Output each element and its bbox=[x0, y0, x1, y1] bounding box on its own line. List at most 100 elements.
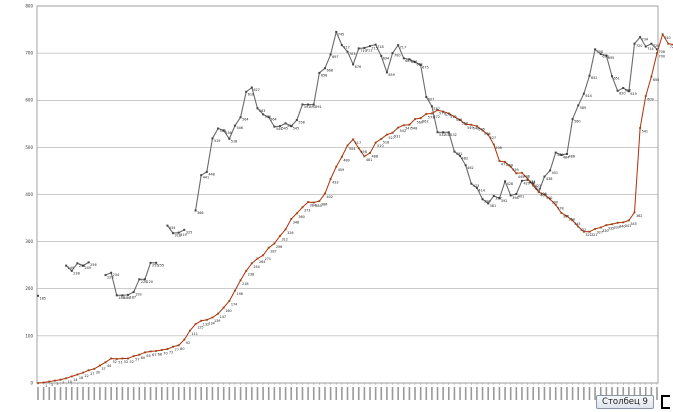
series-1-point bbox=[104, 274, 107, 277]
x-tick-label bbox=[650, 387, 653, 400]
data-label: 10 bbox=[68, 380, 72, 384]
x-tick-label bbox=[453, 387, 456, 400]
series-1-point bbox=[301, 103, 304, 106]
x-tick-label bbox=[115, 387, 118, 400]
series-1-point bbox=[149, 261, 152, 264]
y-tick-label: 100 bbox=[25, 333, 33, 338]
data-label: 510 bbox=[377, 144, 383, 148]
x-tick-label bbox=[599, 387, 602, 400]
data-label: 187 bbox=[130, 295, 136, 299]
data-label: 591 bbox=[315, 105, 321, 109]
x-tick-label bbox=[560, 387, 563, 400]
data-label: 718 bbox=[377, 45, 383, 49]
data-label: 386 bbox=[321, 203, 327, 207]
x-tick-label bbox=[138, 387, 141, 400]
data-label: 715 bbox=[372, 47, 378, 51]
x-tick-label bbox=[526, 387, 529, 400]
series-1-point bbox=[599, 53, 602, 56]
series-1-point bbox=[200, 174, 203, 177]
series-1-point bbox=[430, 105, 433, 108]
x-tick-label bbox=[211, 387, 214, 400]
data-label: 125 bbox=[197, 326, 203, 330]
x-tick-label bbox=[144, 387, 146, 400]
data-label: 681 bbox=[417, 63, 423, 67]
legend-tab[interactable]: Столбец 9 bbox=[596, 395, 654, 409]
x-tick-label bbox=[324, 387, 326, 400]
data-label: 348 bbox=[293, 221, 299, 225]
x-tick-label bbox=[127, 387, 129, 400]
x-tick-label bbox=[470, 387, 473, 400]
data-label: 423 bbox=[473, 184, 479, 188]
data-label: 361 bbox=[563, 214, 569, 218]
series-1-point bbox=[419, 63, 422, 66]
series-1-point bbox=[610, 75, 613, 78]
series-1-point bbox=[492, 194, 495, 197]
x-tick-label bbox=[59, 387, 62, 400]
series-1-point bbox=[391, 52, 394, 55]
x-tick-label bbox=[644, 387, 647, 400]
x-tick-label bbox=[431, 387, 433, 400]
data-label: 51 bbox=[118, 360, 122, 364]
series-1-point bbox=[560, 153, 563, 156]
series-1-point bbox=[363, 46, 366, 49]
data-label: 607 bbox=[428, 97, 434, 101]
data-label: 345 bbox=[574, 222, 580, 226]
legend-tab-label: Столбец 9 bbox=[602, 397, 648, 407]
series-1-point bbox=[121, 294, 124, 297]
x-tick-label bbox=[363, 387, 366, 400]
data-label: 700 bbox=[659, 55, 665, 59]
x-tick-label bbox=[318, 387, 321, 400]
data-label: 626 bbox=[625, 88, 631, 92]
data-label: 489 bbox=[557, 153, 563, 157]
data-label: 254 bbox=[79, 264, 85, 268]
series-1-point bbox=[481, 198, 484, 201]
data-label: 659 bbox=[388, 73, 394, 77]
series-1-point bbox=[278, 125, 281, 128]
x-tick-label bbox=[639, 387, 641, 400]
data-label: 720 bbox=[636, 44, 642, 48]
series-1-point bbox=[633, 42, 636, 45]
x-tick-label bbox=[509, 387, 512, 400]
x-tick-label bbox=[442, 387, 444, 400]
y-tick-label: 800 bbox=[25, 3, 33, 8]
x-tick-label bbox=[284, 387, 287, 400]
data-label: 238 bbox=[248, 272, 254, 276]
y-tick-label: 0 bbox=[30, 380, 33, 385]
data-label: 318 bbox=[175, 234, 181, 238]
x-tick-label bbox=[239, 387, 242, 400]
gridlines bbox=[37, 5, 658, 384]
data-label: 445 bbox=[518, 175, 524, 179]
x-tick-label bbox=[447, 387, 450, 400]
data-label: 238 bbox=[73, 271, 79, 275]
x-tick-label bbox=[594, 387, 596, 400]
data-label: 471 bbox=[501, 163, 507, 167]
y-tick-label: 300 bbox=[25, 239, 33, 244]
series-1-point bbox=[397, 44, 400, 47]
x-tick-label bbox=[296, 387, 298, 400]
x-tick-label bbox=[386, 387, 388, 400]
series-1-point bbox=[284, 122, 287, 125]
data-label: 325 bbox=[186, 230, 192, 234]
x-tick-label bbox=[397, 387, 399, 400]
series-1-point bbox=[459, 154, 462, 157]
series-1-point bbox=[262, 113, 265, 116]
data-label: 551 bbox=[287, 124, 293, 128]
data-label: 441 bbox=[203, 176, 209, 180]
x-tick-label bbox=[464, 387, 467, 400]
x-tick-label bbox=[301, 387, 304, 400]
data-label: 72 bbox=[169, 351, 173, 355]
data-label: 402 bbox=[326, 195, 332, 199]
series-1-point bbox=[183, 228, 186, 231]
data-label: 334 bbox=[169, 226, 175, 230]
x-tick-label bbox=[549, 387, 551, 400]
data-label: 698 bbox=[602, 55, 608, 59]
data-label: 462 bbox=[467, 166, 473, 170]
series-1-point bbox=[543, 175, 546, 178]
data-label: 689 bbox=[405, 59, 411, 63]
data-label: 340 bbox=[619, 224, 625, 228]
x-tick-label bbox=[166, 387, 169, 400]
data-label: 423 bbox=[535, 184, 541, 188]
data-label: 558 bbox=[298, 121, 304, 125]
